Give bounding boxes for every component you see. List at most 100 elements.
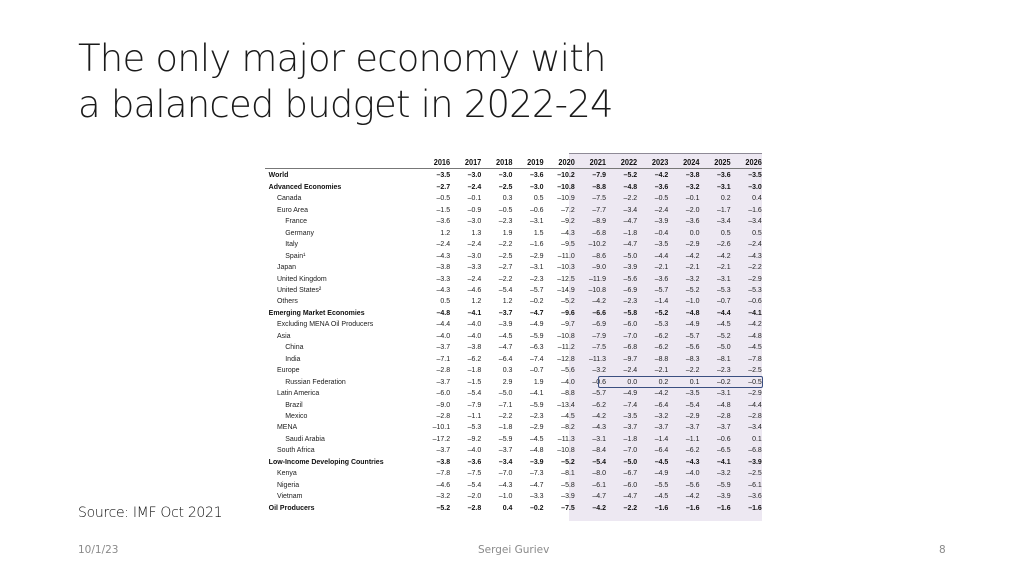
value-cell: 0.3 <box>502 365 513 375</box>
value-cell: –4.0 <box>467 319 482 329</box>
value-cell: –3.4 <box>623 204 638 214</box>
value-cell: –7.0 <box>498 468 513 478</box>
value-cell: –7.0 <box>623 445 638 455</box>
value-cell: –5.0 <box>717 342 731 352</box>
value-cell: –4.8 <box>717 399 731 409</box>
value-cell: –7.9 <box>467 399 482 409</box>
value-cell: –7.0 <box>623 330 638 340</box>
value-cell: –7.1 <box>498 399 513 409</box>
value-cell: –2.6 <box>717 239 731 249</box>
value-cell: –3.5 <box>623 410 638 420</box>
value-cell: –2.2 <box>748 262 762 272</box>
table-row: Others 0.5 1.2 1.2 –0.2 –5.2 –4.2 –2.3 –1.4 –1.0 –… <box>265 295 762 306</box>
value-cell: –10.8 <box>557 445 575 455</box>
value-cell: 0.0 <box>627 376 638 386</box>
value-cell: –4.5 <box>717 319 731 329</box>
value-cell: –4.7 <box>623 491 638 501</box>
value-cell: –4.2 <box>717 250 731 260</box>
table-row: France –3.6 –3.0 –2.3 –3.1 –9.2 –8.9 –4.7 –3.9 –3… <box>265 215 762 226</box>
value-cell: –4.8 <box>436 307 451 317</box>
value-cell: –4.2 <box>654 170 669 180</box>
value-cell: –4.0 <box>685 468 700 478</box>
value-cell: –2.9 <box>685 239 700 249</box>
value-cell: –6.8 <box>623 342 638 352</box>
value-cell: –4.8 <box>623 181 638 191</box>
fiscal-balance-table: 2016 2017 2018 2019 2020 2021 2022 2023 2024 2025… <box>265 157 762 513</box>
value-cell: –2.4 <box>467 273 482 283</box>
value-cell: –2.8 <box>436 410 451 420</box>
value-cell: –5.2 <box>561 456 575 466</box>
value-cell: –7.7 <box>592 204 607 214</box>
slide-title-line-1: The only major economy with <box>78 37 606 80</box>
value-cell: –4.4 <box>654 250 669 260</box>
value-cell: –4.2 <box>592 502 607 512</box>
value-cell: –3.5 <box>748 170 762 180</box>
value-cell: –4.5 <box>654 456 669 466</box>
value-cell: –3.4 <box>498 456 513 466</box>
value-cell: 1.9 <box>533 376 544 386</box>
value-cell: –0.2 <box>529 502 544 512</box>
value-cell: –5.7 <box>685 330 700 340</box>
row-label: Brazil <box>285 399 303 409</box>
value-cell: –3.7 <box>436 376 451 386</box>
value-cell: –3.9 <box>529 456 544 466</box>
value-cell: –7.3 <box>529 468 544 478</box>
row-label: France <box>285 216 307 226</box>
row-label: Oil Producers <box>268 502 315 512</box>
value-cell: –6.2 <box>467 353 482 363</box>
value-cell: –1.6 <box>529 239 544 249</box>
year-header: 2021 <box>589 158 607 167</box>
value-cell: 0.5 <box>533 193 544 203</box>
row-label: World <box>268 170 289 180</box>
table-row: India –7.1 –6.2 –6.4 –7.4 –12.8 –11.3 –9.7 –8.8 –… <box>265 353 762 364</box>
value-cell: 1.5 <box>533 227 544 237</box>
value-cell: 0.1 <box>752 433 762 443</box>
value-cell: –3.1 <box>529 216 544 226</box>
value-cell: 1.3 <box>471 227 482 237</box>
value-cell: –2.5 <box>498 250 513 260</box>
year-header: 2024 <box>683 158 700 167</box>
year-header: 2017 <box>464 158 482 167</box>
value-cell: –7.5 <box>561 502 575 512</box>
value-cell: –4.7 <box>529 307 544 317</box>
value-cell: –3.5 <box>436 170 451 180</box>
value-cell: 1.2 <box>440 227 451 237</box>
value-cell: –3.5 <box>685 388 700 398</box>
row-label: Russian Federation <box>285 376 346 386</box>
value-cell: 0.4 <box>502 502 513 512</box>
value-cell: –4.2 <box>748 319 762 329</box>
value-cell: –2.3 <box>529 410 544 420</box>
value-cell: –4.0 <box>467 445 482 455</box>
value-cell: –2.2 <box>623 502 638 512</box>
value-cell: –0.5 <box>436 193 451 203</box>
value-cell: –4.2 <box>685 250 700 260</box>
value-cell: –2.3 <box>529 273 544 283</box>
value-cell: –3.9 <box>498 319 513 329</box>
footer-date: 10/1/23 <box>78 544 119 556</box>
value-cell: –4.2 <box>654 388 669 398</box>
value-cell: –4.1 <box>467 307 482 317</box>
value-cell: –9.0 <box>436 399 451 409</box>
value-cell: –5.4 <box>467 388 482 398</box>
value-cell: –0.4 <box>654 227 669 237</box>
slide-title-line-2: a balanced budget in 2022-24 <box>78 83 614 126</box>
table-row: Germany 1.2 1.3 1.9 1.5 –4.3 –6.8 –1.8 –0.4 0.0 0.… <box>265 227 762 238</box>
value-cell: –9.5 <box>561 239 575 249</box>
value-cell: –2.4 <box>467 239 482 249</box>
value-cell: –6.4 <box>498 353 513 363</box>
table-row: Japan –3.8 –3.3 –2.7 –3.1 –10.3 –9.0 –3.9 –2.1 –2… <box>265 261 762 272</box>
value-cell: –8.2 <box>561 422 575 432</box>
russia-highlight-box <box>598 376 763 388</box>
value-cell: –8.1 <box>717 353 731 363</box>
value-cell: –4.2 <box>685 491 700 501</box>
value-cell: –5.6 <box>685 479 700 489</box>
value-cell: –8.4 <box>592 445 607 455</box>
value-cell: –4.3 <box>436 250 451 260</box>
value-cell: –0.6 <box>592 376 607 386</box>
value-cell: –5.2 <box>717 330 731 340</box>
value-cell: –3.0 <box>467 170 482 180</box>
value-cell: –5.9 <box>717 479 731 489</box>
value-cell: –2.9 <box>529 250 544 260</box>
value-cell: –11.0 <box>557 250 575 260</box>
value-cell: –17.2 <box>432 433 451 443</box>
